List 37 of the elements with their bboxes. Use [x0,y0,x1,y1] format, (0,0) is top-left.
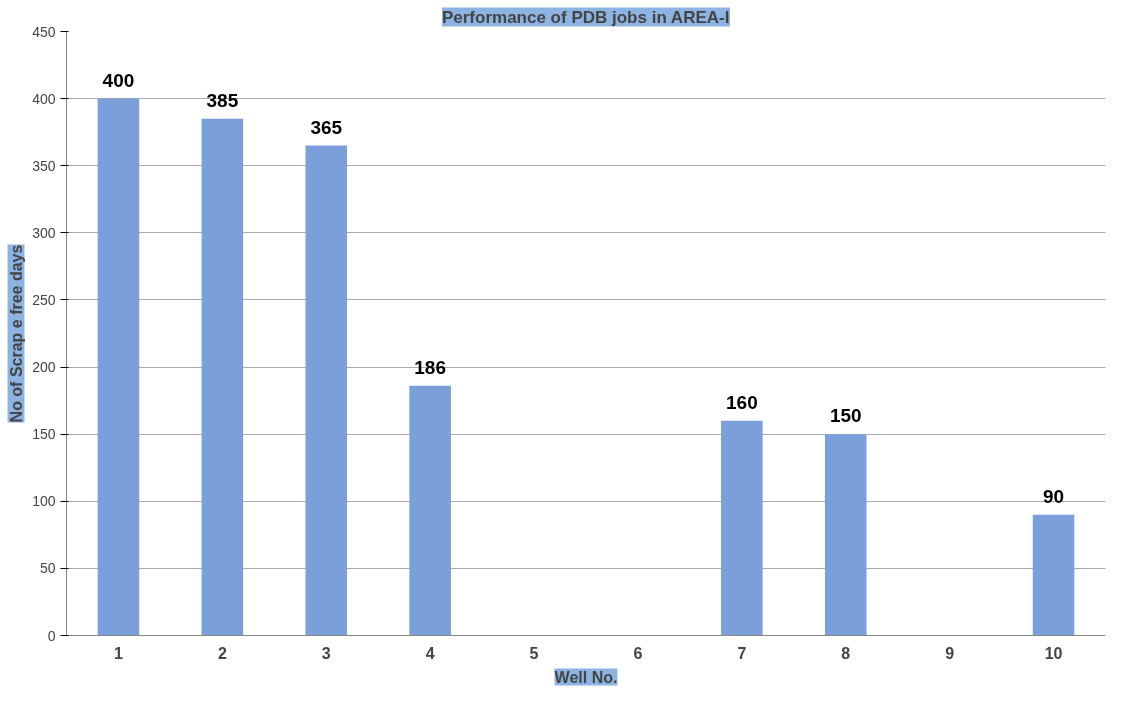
data-label: 400 [102,69,135,91]
y-tick-label: 300 [32,224,56,241]
x-tick-label: 6 [633,644,643,662]
x-tick-label: 1 [114,644,123,662]
data-label: 160 [726,391,758,413]
x-tick-label: 10 [1044,644,1063,662]
bar [721,420,763,636]
y-tick-label: 150 [32,426,56,443]
y-tick-label: 200 [32,359,56,376]
chart-title: Performance of PDB jobs in AREA-I [441,7,730,27]
x-tick-label: 2 [217,644,227,662]
x-tick-label: 7 [737,644,747,662]
bar [97,98,140,636]
bar [305,145,348,636]
y-tick-label: 400 [32,90,56,107]
data-label: 186 [414,356,446,378]
y-tick-label: 100 [32,493,56,510]
x-tick-label: 9 [945,644,955,662]
bar [201,118,244,636]
x-axis-title: Well No. [554,668,618,686]
y-tick-label: 0 [47,627,56,644]
y-tick-label: 250 [32,291,56,308]
data-label: 385 [206,89,239,111]
bar [409,385,451,636]
x-tick-label: 4 [425,644,435,662]
y-axis-title: No of Scrap e free days [7,244,25,423]
data-label: 150 [829,405,862,427]
data-label: 365 [310,116,343,138]
y-tick-label: 350 [32,157,56,174]
x-tick-label: 8 [841,644,851,662]
bar [1032,514,1075,636]
y-tick-label: 450 [32,23,56,40]
bar [824,434,867,636]
data-label: 90 [1042,485,1065,507]
x-tick-label: 3 [321,644,331,662]
x-tick-label: 5 [529,644,539,662]
y-tick-label: 50 [39,560,56,577]
